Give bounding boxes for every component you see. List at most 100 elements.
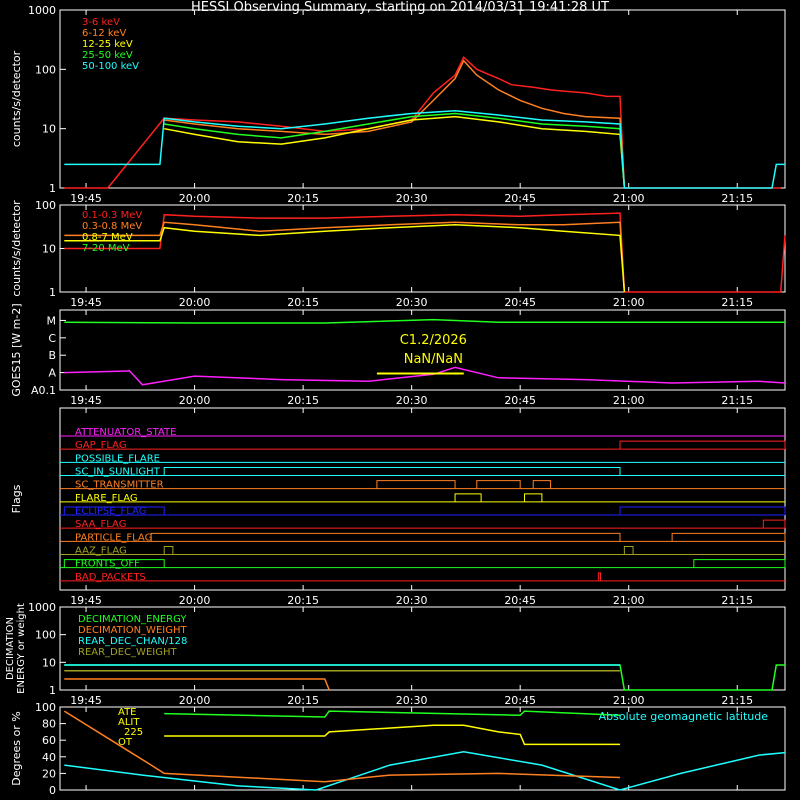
flag-segment — [619, 440, 786, 450]
legend-entry: 0.8-7 MeV — [82, 232, 133, 243]
series-line — [64, 664, 785, 691]
y-tick-label: 1000 — [28, 4, 56, 17]
legend-entry: 7-20 MeV — [82, 243, 130, 254]
y-tick-label: B — [48, 349, 56, 362]
x-tick-label: 20:00 — [179, 594, 211, 607]
flag-label: PARTICLE_FLAG — [75, 532, 152, 543]
y-tick-label: 0 — [49, 784, 56, 797]
legend-entry: REAR_DEC_WEIGHT — [78, 647, 177, 658]
x-tick-label: 21:00 — [613, 394, 645, 407]
legend-entry: 12-25 keV — [82, 39, 133, 50]
x-tick-label: 21:15 — [721, 594, 753, 607]
legend-entry: 0.1-0.3 MeV — [82, 210, 142, 221]
legend-entry: ALIT — [118, 717, 140, 728]
flag-label: ATTENUATOR_STATE — [75, 427, 176, 438]
x-tick-label: 20:45 — [504, 694, 536, 707]
y-tick-label: 100 — [35, 63, 56, 76]
y-axis-label: counts/s/detector — [10, 200, 23, 297]
flag-segment — [619, 506, 786, 515]
legend-entry: OT — [118, 737, 133, 748]
y-tick-label: 10 — [42, 656, 56, 669]
y-tick-label: A0.1 — [31, 384, 56, 397]
x-tick-label: 20:15 — [287, 192, 319, 205]
y-tick-label: C — [48, 332, 56, 345]
x-tick-label: 21:00 — [613, 296, 645, 309]
flag-label: SC_IN_SUNLIGHT — [75, 467, 161, 478]
x-tick-label: 20:45 — [504, 192, 536, 205]
series-line — [64, 318, 785, 324]
flag-label: SAA_FLAG — [75, 519, 126, 530]
y-tick-label: 100 — [35, 629, 56, 642]
series-line — [164, 59, 626, 189]
x-tick-label: 20:00 — [179, 192, 211, 205]
legend-entry: REAR_DEC_CHAN/128 — [78, 636, 187, 647]
x-tick-label: 20:30 — [396, 192, 428, 205]
y-tick-label: 10 — [42, 243, 56, 256]
flare-ratio-label: NaN/NaN — [404, 352, 463, 367]
y-tick-label: 100 — [35, 701, 56, 714]
flag-segment — [693, 559, 786, 568]
flag-segment — [623, 546, 634, 555]
series-line — [64, 678, 330, 691]
x-tick-label: 19:45 — [70, 594, 102, 607]
series-line — [64, 224, 626, 293]
panel-frame — [59, 204, 786, 293]
x-tick-label: 20:15 — [287, 296, 319, 309]
flag-segment — [762, 519, 786, 529]
panel-frame — [59, 9, 786, 189]
x-tick-label: 21:00 — [613, 192, 645, 205]
y-axis-label: ENERGY or weight — [16, 603, 27, 694]
series-line — [64, 110, 785, 189]
panel-frame — [59, 309, 786, 391]
series-line — [63, 710, 621, 783]
flag-label: FLARE_FLAG — [75, 493, 138, 504]
flag-label: AAZ_FLAG — [75, 546, 127, 557]
y-tick-label: 1000 — [28, 601, 56, 614]
x-tick-label: 19:45 — [70, 394, 102, 407]
flare-class-label: C1.2/2026 — [400, 333, 467, 348]
y-tick-label: 1 — [49, 286, 56, 299]
page-title: HESSI Observing Summary, starting on 201… — [191, 0, 609, 15]
y-tick-label: 100 — [35, 199, 56, 212]
y-tick-label: 1 — [49, 684, 56, 697]
y-tick-label: 10 — [42, 123, 56, 136]
flag-segment — [671, 532, 786, 542]
y-tick-label: A — [48, 367, 56, 380]
flag-label: BAD_PACKETS — [75, 572, 146, 583]
x-tick-label: 21:15 — [721, 296, 753, 309]
x-tick-label: 20:45 — [504, 594, 536, 607]
legend-entry: 25-50 keV — [82, 50, 133, 61]
flag-label: GAP_FLAG — [75, 440, 127, 451]
x-tick-label: 21:15 — [721, 394, 753, 407]
y-tick-label: 60 — [42, 734, 56, 747]
flag-segment — [163, 467, 621, 476]
flag-segment — [63, 506, 165, 515]
flag-segment — [376, 480, 456, 489]
flag-segment — [524, 493, 543, 502]
series-line — [64, 55, 781, 189]
flag-segment — [597, 572, 601, 581]
series-line — [64, 221, 626, 293]
panel-frame — [59, 706, 786, 791]
legend-entry: 3-6 keV — [82, 17, 120, 28]
legend-entry: ATE — [118, 707, 137, 718]
x-tick-label: 21:15 — [721, 694, 753, 707]
series-line — [164, 710, 621, 718]
legend-entry: DECIMATION_WEIGHT — [78, 625, 187, 636]
x-tick-label: 20:15 — [287, 394, 319, 407]
series-line — [164, 115, 626, 189]
flag-label: SC_TRANSMITTER — [75, 480, 164, 491]
x-tick-label: 20:15 — [287, 694, 319, 707]
series-line — [164, 724, 620, 746]
y-tick-label: 40 — [42, 751, 56, 764]
flag-label: FRONTS_OFF — [75, 559, 140, 570]
flag-segment — [63, 559, 165, 568]
series-line — [64, 751, 786, 791]
x-tick-label: 20:00 — [179, 394, 211, 407]
series-line — [164, 112, 626, 189]
legend-entry: 6-12 keV — [82, 28, 126, 39]
flag-segment — [476, 480, 521, 489]
legend-entry: Absolute geomagnetic latitude — [599, 710, 769, 723]
x-tick-label: 20:15 — [287, 594, 319, 607]
